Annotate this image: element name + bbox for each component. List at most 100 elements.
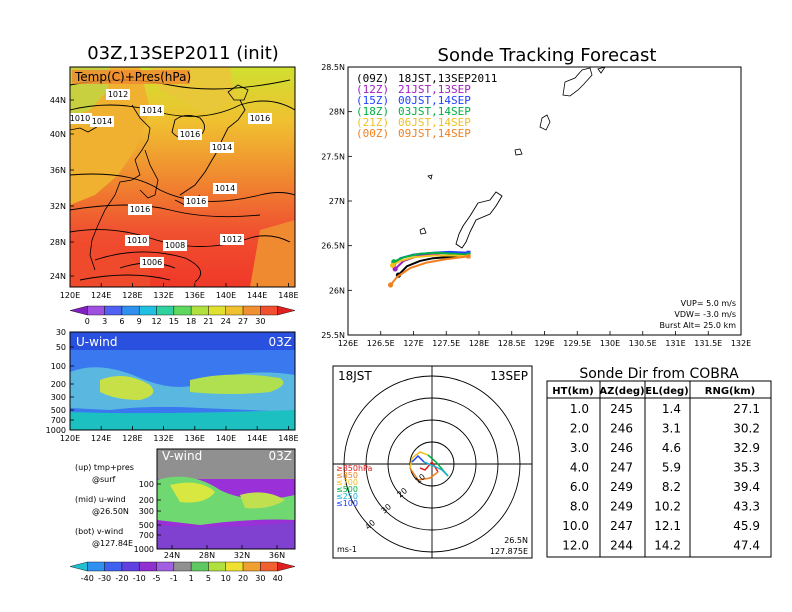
tracking-chart: 126E 126.5E 127E 127.5E 128E 128.5E 129E 129.5E… xyxy=(321,63,751,348)
u-lon-label: 124E xyxy=(91,434,111,443)
u-panel-label: U-wind xyxy=(76,335,117,349)
hodo-level-label: ≤100 xyxy=(336,499,358,508)
temp-colorbar-label: 24 xyxy=(221,317,231,326)
left-title: 03Z,13SEP2011 (init) xyxy=(87,43,279,64)
table-cell: 10.0 xyxy=(562,519,589,533)
track-x-label: 126E xyxy=(338,339,358,348)
v-wind-frame xyxy=(156,448,296,550)
isobar-label-bg xyxy=(163,240,187,251)
right-title: Sonde Tracking Forecast xyxy=(438,45,657,66)
u-p-label: 30 xyxy=(56,328,66,337)
temp-colorbar-label: 27 xyxy=(238,317,248,326)
v-p-label: 300 xyxy=(139,507,154,516)
track-x-label: 127.5E xyxy=(432,339,460,348)
temp-colorbar-label: 6 xyxy=(119,317,124,326)
hodo-level-label: ≤500 xyxy=(336,485,358,494)
legend-code: (15Z) xyxy=(356,94,389,107)
wind-colorbar-cell xyxy=(277,561,296,572)
temp-colorbar-label: 9 xyxy=(137,317,142,326)
v-p-label: 500 xyxy=(139,521,154,530)
isobar-label-bg xyxy=(184,196,208,207)
coastline xyxy=(227,84,249,101)
v-lat-label: 28N xyxy=(199,551,215,560)
map-lon-label: 128E xyxy=(122,291,142,300)
temp-colorbar-label: 0 xyxy=(85,317,90,326)
wind-colorbar-cell xyxy=(156,561,175,572)
param-vup: VUP= 5.0 m/s xyxy=(681,299,736,308)
isobar-label: 1016 xyxy=(186,197,206,206)
wind-colorbar-cell xyxy=(139,561,157,572)
isobar-label-bg xyxy=(68,113,92,124)
note-mid-sub: @26.50N xyxy=(92,507,129,516)
isobar-label-bg xyxy=(248,113,272,124)
track-series-line xyxy=(392,254,469,267)
track-launch-point xyxy=(387,282,394,288)
track-series-line xyxy=(389,255,469,286)
temp-colorbar-cell xyxy=(173,305,192,316)
track-y-label: 27N xyxy=(329,197,345,206)
table-header: RNG(km) xyxy=(705,386,756,397)
u-lon-label: 144E xyxy=(247,434,267,443)
hodo-trace-700 xyxy=(409,451,429,469)
v-panel-time: 03Z xyxy=(269,449,293,463)
isobar-label-bg xyxy=(178,129,202,140)
hodo-trace-850 xyxy=(409,467,439,481)
table-cell: 246 xyxy=(610,441,633,455)
isobar-label: 1014 xyxy=(212,143,232,152)
table-cell: 43.3 xyxy=(733,500,760,514)
hodo-level-label: ≤700 xyxy=(336,478,358,487)
hodo-trace-250 xyxy=(423,461,449,477)
track-x-label: 130.5E xyxy=(629,339,657,348)
legend-code: (00Z) xyxy=(356,127,389,140)
table-cell: 247 xyxy=(610,519,633,533)
wind-colorbar-label: 1 xyxy=(189,574,194,583)
track-x-label: 128E xyxy=(469,339,489,348)
hodo-date-label: 13SEP xyxy=(490,369,528,383)
u-lon-label: 136E xyxy=(185,434,205,443)
map-lat-label: 40N xyxy=(50,130,66,139)
u-lon-label: 140E xyxy=(216,434,236,443)
track-x-label: 128.5E xyxy=(498,339,526,348)
wind-colorbar-cell xyxy=(121,561,140,572)
map-lon-label: 124E xyxy=(91,291,111,300)
isobar xyxy=(79,274,171,281)
isobar-label-bg xyxy=(128,204,152,215)
table-cell: 35.3 xyxy=(733,461,760,475)
map-lat-label: 44N xyxy=(50,96,66,105)
table-cell: 45.9 xyxy=(733,519,760,533)
v-p-label: 200 xyxy=(139,496,154,505)
isobar-label: 1016 xyxy=(180,130,200,139)
table-cell: 30.2 xyxy=(733,422,760,436)
temp-colorbar-cell xyxy=(156,305,175,316)
isobar-label-bg xyxy=(210,142,234,153)
map-frame xyxy=(69,66,296,288)
note-bot: (bot) v-wind xyxy=(75,527,123,536)
map-lon-label: 148E xyxy=(278,291,298,300)
u-p-label: 300 xyxy=(51,393,66,402)
track-x-label: 127E xyxy=(403,339,423,348)
u-panel-time: 03Z xyxy=(269,335,293,349)
table-cell: 10.2 xyxy=(654,500,681,514)
wind-colorbar-cell xyxy=(87,561,105,572)
map-lon-label: 132E xyxy=(153,291,173,300)
note-bot-sub: @127.84E xyxy=(92,539,133,548)
legend-text: 09JST,14SEP xyxy=(398,127,471,140)
track-y-label: 28.5N xyxy=(321,63,345,72)
track-end-point xyxy=(466,254,471,259)
map-label-box xyxy=(72,70,190,84)
table-cell: 1.4 xyxy=(662,402,681,416)
track-y-label: 26.5N xyxy=(321,242,345,251)
table-cell: 249 xyxy=(610,500,633,514)
isobar-label-bg xyxy=(140,257,164,268)
isobar-label: 1012 xyxy=(222,235,242,244)
u-lon-label: 128E xyxy=(122,434,142,443)
temp-colorbar-label: 3 xyxy=(102,317,107,326)
temp-colorbar-cell xyxy=(139,305,157,316)
coastline xyxy=(89,104,151,271)
wind-colorbar-cell xyxy=(190,561,209,572)
table-cell: 4.6 xyxy=(662,441,681,455)
map-lat-label: 32N xyxy=(50,202,66,211)
isobar-label: 1014 xyxy=(142,106,162,115)
v-wind-band xyxy=(240,492,285,509)
legend-text: 00JST,14SEP xyxy=(398,94,471,107)
